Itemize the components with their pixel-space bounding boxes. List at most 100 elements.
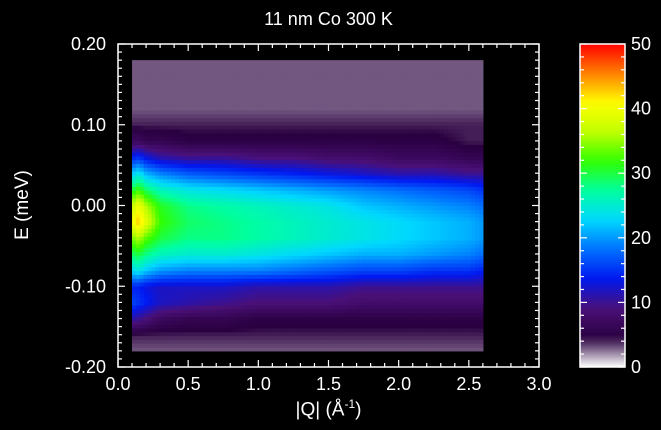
heatmap-cell [186,90,192,96]
heatmap-cell [377,201,383,207]
heatmap-cell [151,197,157,203]
heatmap-cell [139,224,145,230]
heatmap-cell [268,228,273,233]
heatmap-cell [143,282,149,287]
heatmap-cell [280,67,285,73]
heatmap-cell [132,220,137,226]
heatmap-cell [186,178,192,184]
heatmap-cell [198,205,203,210]
heatmap-cell [225,106,231,111]
heatmap-cell [229,167,234,172]
heatmap-cell [338,71,344,77]
heatmap-cell [171,228,176,233]
heatmap-cell [147,270,153,275]
heatmap-cell [186,213,192,218]
heatmap-cell [151,297,157,302]
heatmap-cell [151,262,157,268]
heatmap-cell [237,316,242,321]
heatmap-cell [365,102,371,107]
heatmap-cell [135,228,141,233]
heatmap-cell [315,117,320,122]
heatmap-cell [132,113,137,119]
heatmap-cell [163,63,168,69]
heatmap-cell [221,178,227,184]
heatmap-cell [202,205,207,210]
heatmap-cell [362,247,367,252]
heatmap-cell [326,136,332,142]
heatmap-cell [362,335,367,340]
heatmap-cell [241,232,246,237]
heatmap-cell [334,236,340,241]
heatmap-cell [163,148,168,153]
heatmap-cell [167,159,172,165]
heatmap-cell [280,224,285,230]
heatmap-cell [284,163,289,168]
heatmap-cell [182,71,188,77]
heatmap-cell [194,190,199,195]
heatmap-cell [342,301,348,306]
heatmap-cell [237,109,242,115]
heatmap-cell [132,167,137,172]
heatmap-cell [264,216,270,222]
heatmap-cell [252,331,258,337]
heatmap-cell [272,304,277,310]
heatmap-cell [373,228,379,233]
heatmap-cell [284,174,289,180]
heatmap-cell [295,79,301,84]
heatmap-cell [233,251,238,256]
heatmap-cell [338,213,344,218]
heatmap-cell [147,98,153,103]
heatmap-cell [284,297,289,302]
heatmap-cell [264,343,270,348]
heatmap-cell [323,132,328,138]
heatmap-cell [287,151,293,157]
heatmap-cell [213,220,219,226]
heatmap-cell [135,209,141,214]
heatmap-cell [202,79,207,84]
heatmap-cell [315,255,320,260]
heatmap-cell [369,71,375,77]
heatmap-cell [354,343,359,348]
heatmap-cell [354,289,359,295]
heatmap-cell [334,163,340,168]
heatmap-cell [233,155,238,161]
heatmap-cell [206,98,211,103]
heatmap-cell [338,347,344,352]
heatmap-cell [159,347,164,352]
heatmap-cell [260,79,266,84]
heatmap-cell [143,320,149,325]
heatmap-cell [167,285,172,291]
heatmap-cell [151,285,157,291]
heatmap-cell [358,75,363,80]
heatmap-cell [373,194,379,199]
heatmap-cell [256,67,262,73]
heatmap-cell [248,98,254,103]
heatmap-cell [342,106,348,111]
heatmap-cell [260,148,266,153]
heatmap-cell [245,190,250,195]
heatmap-cell [311,163,316,168]
heatmap-cell [241,213,246,218]
heatmap-cell [182,316,188,321]
heatmap-cell [237,83,242,88]
heatmap-cell [210,224,215,230]
heatmap-cell [217,182,223,187]
heatmap-cell [280,94,285,99]
heatmap-cell [139,316,145,321]
heatmap-cell [206,125,211,130]
heatmap-cell [237,106,242,111]
heatmap-cell [358,224,363,230]
heatmap-cell [377,224,383,230]
heatmap-cell [326,293,332,298]
heatmap-cell [167,247,172,252]
heatmap-cell [354,167,359,172]
heatmap-cell [202,132,207,138]
heatmap-cell [229,148,234,153]
heatmap-cell [311,220,316,226]
heatmap-cell [147,255,153,260]
heatmap-cell [319,308,324,314]
heatmap-cell [264,270,270,275]
heatmap-cell [210,60,215,65]
heatmap-cell [319,270,324,275]
heatmap-cell [295,63,301,69]
